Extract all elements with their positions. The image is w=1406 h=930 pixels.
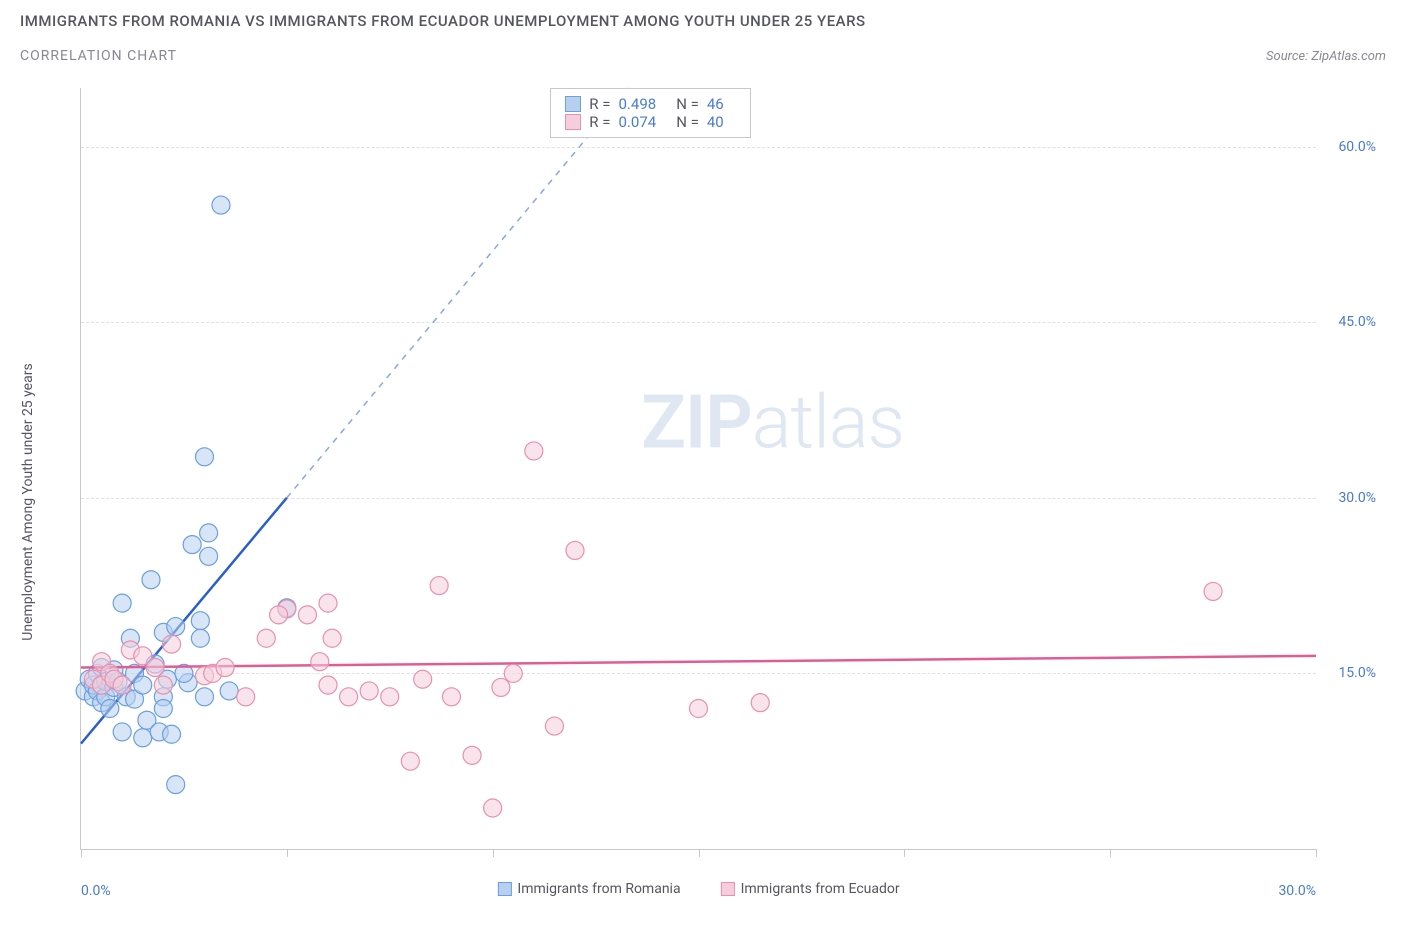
data-point: [430, 577, 448, 595]
stats-n-ecuador: 40: [707, 113, 724, 131]
data-point: [237, 688, 255, 706]
y-tick-label: 15.0%: [1338, 665, 1376, 681]
data-point: [142, 571, 160, 589]
data-point: [1204, 582, 1222, 600]
data-point: [401, 752, 419, 770]
data-point: [216, 659, 234, 677]
data-point: [113, 676, 131, 694]
source-citation: Source: ZipAtlas.com: [1266, 49, 1386, 64]
bottom-legend: Immigrants from Romania Immigrants from …: [497, 881, 899, 897]
stats-n-romania: 46: [707, 95, 724, 113]
data-point: [163, 725, 181, 743]
x-tick-label-max: 30.0%: [1278, 883, 1316, 899]
data-point: [196, 688, 214, 706]
chart-subtitle: CORRELATION CHART: [20, 48, 177, 64]
data-point: [191, 629, 209, 647]
chart-container: Unemployment Among Youth under 25 years …: [20, 88, 1386, 900]
data-point: [751, 694, 769, 712]
chart-header: IMMIGRANTS FROM ROMANIA VS IMMIGRANTS FR…: [0, 0, 1406, 64]
y-axis-label: Unemployment Among Youth under 25 years: [20, 363, 36, 640]
data-point: [154, 700, 172, 718]
data-point: [191, 612, 209, 630]
scatter-plot-svg: [81, 88, 1316, 849]
data-point: [134, 676, 152, 694]
data-point: [212, 196, 230, 214]
data-point: [492, 678, 510, 696]
legend-item-romania: Immigrants from Romania: [497, 881, 680, 897]
data-point: [463, 746, 481, 764]
data-point: [134, 729, 152, 747]
data-point: [113, 594, 131, 612]
stats-row-romania: R = 0.498 N = 46: [565, 95, 735, 113]
data-point: [566, 541, 584, 559]
correlation-stats-box: R = 0.498 N = 46 R = 0.074 N = 40: [550, 88, 750, 138]
legend-item-ecuador: Immigrants from Ecuador: [721, 881, 900, 897]
subtitle-row: CORRELATION CHART Source: ZipAtlas.com: [20, 48, 1386, 64]
data-point: [484, 799, 502, 817]
y-tick-label: 60.0%: [1338, 139, 1376, 155]
y-tick-label: 45.0%: [1338, 314, 1376, 330]
data-point: [323, 629, 341, 647]
stats-r-ecuador: 0.074: [619, 113, 657, 131]
x-tick: [699, 849, 700, 857]
x-tick: [1110, 849, 1111, 857]
plot-area: ZIPatlas 15.0%30.0%45.0%60.0% 0.0% 30.0%…: [80, 88, 1316, 850]
stats-row-ecuador: R = 0.074 N = 40: [565, 113, 735, 131]
data-point: [113, 723, 131, 741]
data-point: [196, 448, 214, 466]
data-point: [146, 659, 164, 677]
x-tick: [904, 849, 905, 857]
stats-r-romania: 0.498: [619, 95, 657, 113]
data-point: [360, 682, 378, 700]
stats-swatch-ecuador: [565, 114, 581, 130]
data-point: [200, 524, 218, 542]
data-point: [319, 676, 337, 694]
trend-line-dashed: [287, 88, 629, 498]
x-tick: [287, 849, 288, 857]
data-point: [298, 606, 316, 624]
x-tick: [1316, 849, 1317, 857]
trend-line: [81, 656, 1316, 668]
data-point: [504, 664, 522, 682]
legend-label-romania: Immigrants from Romania: [517, 881, 680, 897]
legend-swatch-romania: [497, 882, 511, 896]
data-point: [154, 676, 172, 694]
data-point: [525, 442, 543, 460]
data-point: [167, 618, 185, 636]
data-point: [257, 629, 275, 647]
data-point: [381, 688, 399, 706]
data-point: [443, 688, 461, 706]
data-point: [690, 700, 708, 718]
data-point: [319, 594, 337, 612]
legend-swatch-ecuador: [721, 882, 735, 896]
data-point: [220, 682, 238, 700]
legend-label-ecuador: Immigrants from Ecuador: [741, 881, 900, 897]
x-tick: [81, 849, 82, 857]
stats-swatch-romania: [565, 96, 581, 112]
chart-title: IMMIGRANTS FROM ROMANIA VS IMMIGRANTS FR…: [20, 12, 1386, 30]
data-point: [545, 717, 563, 735]
x-tick-label-min: 0.0%: [81, 883, 111, 899]
data-point: [163, 635, 181, 653]
y-tick-label: 30.0%: [1338, 490, 1376, 506]
data-point: [311, 653, 329, 671]
data-point: [340, 688, 358, 706]
data-point: [270, 606, 288, 624]
data-point: [167, 776, 185, 794]
x-tick: [493, 849, 494, 857]
data-point: [183, 536, 201, 554]
data-point: [414, 670, 432, 688]
data-point: [101, 700, 119, 718]
data-point: [200, 547, 218, 565]
